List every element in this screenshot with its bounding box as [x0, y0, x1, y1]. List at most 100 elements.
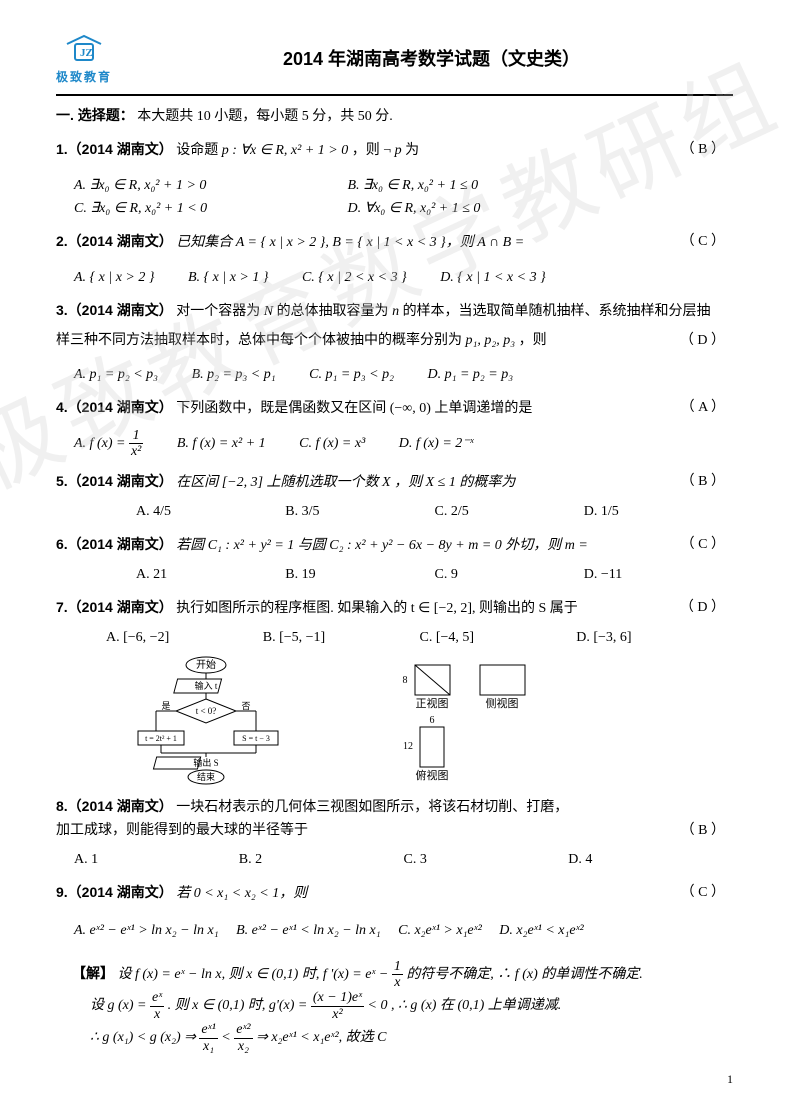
q7-optC: C. [−4, 5] [420, 626, 577, 649]
q1-optA: A. ∃x₀ ∈ R, x₀² + 1 > 0 [74, 174, 314, 197]
q9-label: 9.（2014 湖南文） [56, 884, 173, 900]
q3-answer: （ D ） [680, 329, 725, 352]
q3-p: p₁, p₂, p₃ [466, 333, 516, 348]
q6-optA: A. 21 [136, 563, 285, 586]
sol-l2d1: x [150, 1007, 164, 1022]
flow-cond: t < 0? [196, 706, 217, 716]
sol-l1a: 设 f (x) = eˣ − ln x, 则 x ∈ (0,1) 时, f '(… [118, 967, 392, 982]
q5-answer: （ B ） [681, 470, 725, 493]
q6-answer: （ C ） [681, 533, 725, 556]
sol-l3d1: x₁ [199, 1039, 217, 1054]
question-3: 3.（2014 湖南文） 对一个容器为 N 的总体抽取容量为 n 的样本，当选取… [56, 299, 733, 323]
q1-optB: B. ∃x₀ ∈ R, x₀² + 1 ≤ 0 [348, 174, 479, 197]
sol-l1b: 的符号不确定, ∴ f (x) 的单调性不确定. [406, 967, 642, 982]
sol-l2n2: (x − 1)eˣ [311, 990, 364, 1006]
q9-optC: C. x₂eˣ¹ > x₁eˣ² [398, 919, 482, 942]
section-title: 一. 选择题： [56, 107, 134, 123]
q1-t2: ，则 ¬ [352, 143, 391, 158]
sol-l2n1: eˣ [150, 990, 164, 1006]
sol-l3b: ⇒ x₂eˣ¹ < x₁eˣ², 故选 C [256, 1030, 386, 1045]
three-views: 8 正视图 侧视图 6 12 俯视图 [390, 655, 570, 785]
view-side: 侧视图 [485, 696, 518, 710]
logo-icon: JZ [63, 32, 105, 66]
question-9: 9.（2014 湖南文） 若 0 < x₁ < x₂ < 1，则 （ C ） [56, 881, 733, 905]
q3-optD: D. p₁ = p₂ = p₃ [427, 363, 513, 386]
question-7: 7.（2014 湖南文） 执行如图所示的程序框图. 如果输入的 t ∈ [−2,… [56, 596, 733, 620]
q9-optB: B. eˣ² − eˣ¹ < ln x₂ − ln x₁ [236, 919, 381, 942]
q2-optD: D. { x | 1 < x < 3 } [440, 266, 545, 289]
q8-answer: （ B ） [681, 819, 725, 842]
q6-options: A. 21 B. 19 C. 9 D. −11 [136, 563, 733, 586]
q6-text: 若圆 C₁ : x² + y² = 1 与圆 C₂ : x² + y² − 6x… [176, 538, 588, 553]
q3-optC: C. p₁ = p₃ < p₂ [309, 363, 394, 386]
question-5: 5.（2014 湖南文） 在区间 [−2, 3] 上随机选取一个数 X ，则 X… [56, 470, 733, 494]
q8-optA: A. 1 [74, 848, 239, 871]
q3-l1c: 的样本，当选取简单随机抽样、系统抽样和分层抽 [403, 304, 711, 319]
page-header: JZ 极致教育 2014 年湖南高考数学试题（文史类） [56, 32, 733, 96]
q2-label: 2.（2014 湖南文） [56, 233, 173, 249]
q5-text: 在区间 [−2, 3] 上随机选取一个数 X ，则 X ≤ 1 的概率为 [176, 475, 515, 490]
q8-l1: 一块石材表示的几何体三视图如图所示，将该石材切削、打磨， [176, 800, 568, 815]
svg-text:JZ: JZ [80, 47, 93, 59]
question-4: 4.（2014 湖南文） 下列函数中，既是偶函数又在区间 (−∞, 0) 上单调… [56, 396, 733, 420]
page-title: 2014 年湖南高考数学试题（文史类） [130, 45, 733, 75]
flow-in: 输入 t [195, 680, 218, 691]
q6-optB: B. 19 [285, 563, 434, 586]
q9-options: A. eˣ² − eˣ¹ > ln x₂ − ln x₁ B. eˣ² − eˣ… [74, 919, 733, 942]
q6-label: 6.（2014 湖南文） [56, 536, 173, 552]
question-2: 2.（2014 湖南文） 已知集合 A = { x | x > 2 }, B =… [56, 230, 733, 254]
q7-text: 执行如图所示的程序框图. 如果输入的 t ∈ [−2, 2], 则输出的 S 属… [176, 601, 578, 616]
q1-m1: p : ∀x ∈ R, x² + 1 > 0 [222, 143, 349, 158]
q4-optA-pre: A. f (x) = [74, 436, 129, 451]
page-number: 1 [727, 1070, 733, 1090]
question-6: 6.（2014 湖南文） 若圆 C₁ : x² + y² = 1 与圆 C₂ :… [56, 533, 733, 557]
q7-label: 7.（2014 湖南文） [56, 599, 173, 615]
q8-optC: C. 3 [404, 848, 569, 871]
sol-l2d2: x² [311, 1007, 364, 1022]
q7-answer: （ D ） [680, 596, 725, 619]
q4-optD: D. f (x) = 2⁻ˣ [399, 432, 474, 455]
flow-out: 输出 S [193, 757, 218, 768]
q9-optD: D. x₂eˣ¹ < x₁eˣ² [499, 919, 583, 942]
q3-l2a: 样三种不同方法抽取样本时，总体中每个个体被抽中的概率分别为 [56, 333, 466, 348]
q8-options: A. 1 B. 2 C. 3 D. 4 [74, 848, 733, 871]
q2-options: A. { x | x > 2 } B. { x | x > 1 } C. { x… [74, 266, 733, 289]
q5-optA: A. 4/5 [136, 500, 285, 523]
section-heading: 一. 选择题： 本大题共 10 小题，每小题 5 分，共 50 分. [56, 104, 733, 128]
flow-yes: 是 [161, 701, 170, 711]
exam-page: 极致教育数学教研组 JZ 极致教育 2014 年湖南高考数学试题（文史类） 一.… [0, 0, 789, 1118]
q3-optB: B. p₂ = p₃ < p₁ [192, 363, 276, 386]
sol-tag: 【解】 [72, 965, 114, 981]
q4-answer: （ A ） [681, 396, 725, 419]
q7-optA: A. [−6, −2] [106, 626, 263, 649]
q3-line2: 样三种不同方法抽取样本时，总体中每个个体被抽中的概率分别为 p₁, p₂, p₃… [56, 329, 733, 352]
q5-optD: D. 1/5 [584, 500, 733, 523]
q6-optC: C. 9 [435, 563, 584, 586]
q7-figures: 开始 输入 t t < 0? 是 否 t = 2t² + 1 S = t − 3… [136, 655, 733, 785]
view-8: 8 [402, 675, 407, 686]
view-top: 俯视图 [415, 768, 448, 782]
q7-optB: B. [−5, −1] [263, 626, 420, 649]
flow-start: 开始 [196, 658, 216, 671]
q5-label: 5.（2014 湖南文） [56, 473, 173, 489]
q1-answer: （ B ） [681, 138, 725, 161]
q5-optC: C. 2/5 [435, 500, 584, 523]
q9-solution: 【解】 设 f (x) = eˣ − ln x, 则 x ∈ (0,1) 时, … [72, 959, 733, 1054]
q3-options: A. p₁ = p₂ < p₃ B. p₂ = p₃ < p₁ C. p₁ = … [74, 363, 733, 386]
sol-l1-den: x [392, 975, 403, 990]
sol-l3n2: eˣ² [234, 1022, 252, 1038]
q2-answer: （ C ） [681, 230, 725, 253]
flow-end: 结束 [197, 771, 215, 782]
q5-optB: B. 3/5 [285, 500, 434, 523]
view-12: 12 [403, 741, 413, 752]
q9-optA: A. eˣ² − eˣ¹ > ln x₂ − ln x₁ [74, 919, 219, 942]
q8-line2: 加工成球，则能得到的最大球的半径等于 （ B ） [56, 819, 733, 842]
q9-text: 若 0 < x₁ < x₂ < 1，则 [176, 886, 307, 901]
sol-l3d2: x₂ [234, 1039, 252, 1054]
q4-text: 下列函数中，既是偶函数又在区间 (−∞, 0) 上单调递增的是 [176, 401, 532, 416]
q7-optD: D. [−3, 6] [576, 626, 733, 649]
question-1: 1.（2014 湖南文） 设命题 p : ∀x ∈ R, x² + 1 > 0 … [56, 138, 733, 162]
q2-text: 已知集合 A = { x | x > 2 }, B = { x | 1 < x … [176, 235, 524, 250]
q1-optC: C. ∃x₀ ∈ R, x₀² + 1 < 0 [74, 197, 314, 220]
view-6: 6 [429, 715, 434, 726]
